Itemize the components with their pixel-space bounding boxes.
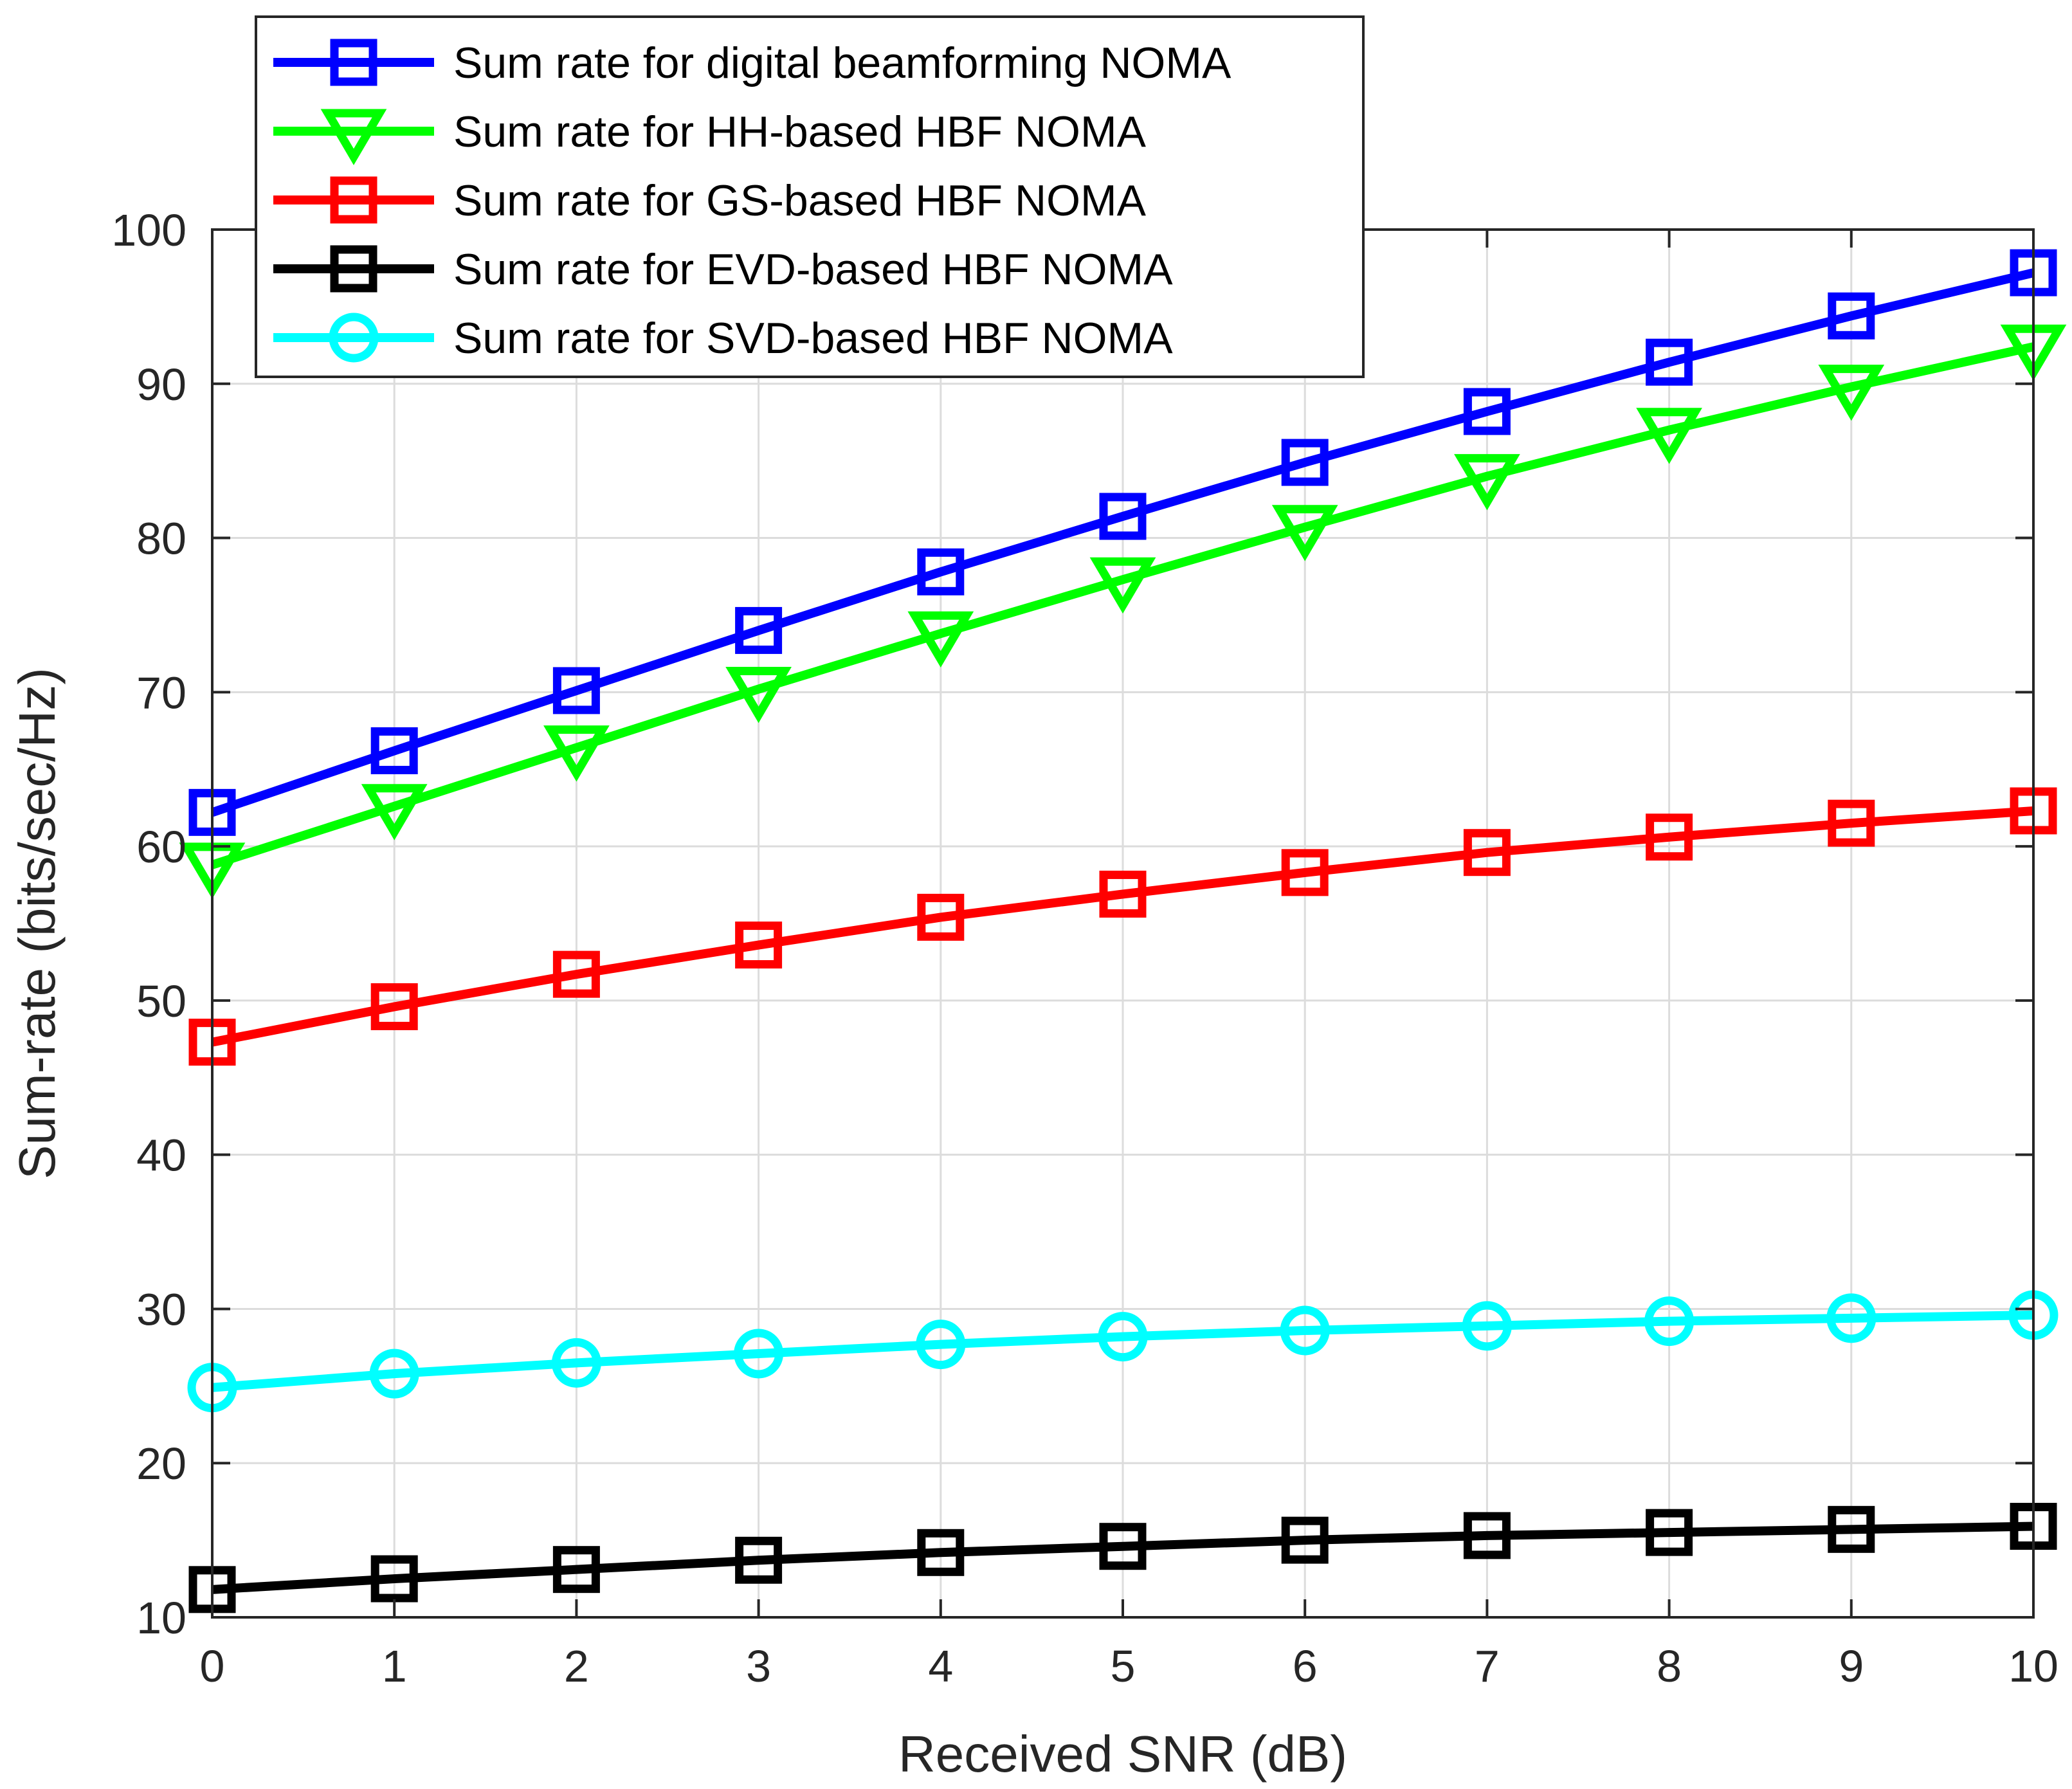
- data-point: [917, 1529, 965, 1576]
- legend-label: Sum rate for GS-based HBF NOMA: [453, 176, 1147, 225]
- legend-label: Sum rate for SVD-based HBF NOMA: [453, 314, 1173, 363]
- x-tick-label: 2: [564, 1641, 589, 1691]
- x-tick-label: 0: [200, 1641, 225, 1691]
- legend-label: Sum rate for HH-based HBF NOMA: [453, 107, 1147, 156]
- x-tick-label: 7: [1475, 1641, 1500, 1691]
- y-tick-label: 80: [136, 514, 186, 564]
- x-tick-label: 8: [1657, 1641, 1682, 1691]
- data-point: [1646, 813, 1693, 861]
- tick-labels: 0 1 2 3 4 5 6 7 8 9 10 10 20 30 40 50 60 70 80 90 100: [111, 205, 2058, 1691]
- data-point: [1280, 1305, 1330, 1356]
- y-tick-label: 90: [136, 359, 186, 410]
- legend: Sum rate for digital beamforming NOMA Sum…: [255, 15, 1365, 378]
- x-tick-label: 5: [1111, 1641, 1136, 1691]
- data-point: [1463, 829, 1511, 876]
- data-point: [1281, 1516, 1329, 1564]
- data-point: [552, 667, 600, 714]
- data-point: [1828, 1505, 1875, 1553]
- legend-entry: Sum rate for EVD-based HBF NOMA: [273, 245, 1173, 294]
- data-point: [1454, 454, 1520, 511]
- series-line: [210, 342, 2035, 869]
- ticks: [211, 228, 2035, 1619]
- data-point: [361, 784, 428, 840]
- y-tick-label: 10: [136, 1593, 186, 1643]
- data-point: [1463, 1512, 1511, 1559]
- legend-entry: Sum rate for SVD-based HBF NOMA: [273, 313, 1173, 363]
- data-point: [370, 983, 418, 1030]
- data-point: [369, 1349, 419, 1399]
- data-point: [1646, 1509, 1693, 1556]
- legend-swatch-marker: [330, 245, 377, 293]
- x-tick-label: 9: [1839, 1641, 1864, 1691]
- data-point: [735, 1536, 783, 1584]
- data-point: [1826, 1293, 1877, 1343]
- data-point: [907, 611, 974, 668]
- legend-swatch-marker: [330, 176, 377, 224]
- data-point: [917, 893, 965, 941]
- legend-entry: Sum rate for HH-based HBF NOMA: [273, 107, 1147, 165]
- series-line: [211, 806, 2034, 1047]
- data-point: [1828, 292, 1875, 340]
- data-point: [1099, 1523, 1147, 1570]
- data-point: [735, 922, 783, 969]
- y-tick-label: 100: [111, 205, 186, 255]
- legend-entry: Sum rate for GS-based HBF NOMA: [273, 176, 1147, 225]
- legend-box: [255, 15, 1365, 378]
- y-axis-title: Sum-rate (bits/sec/Hz): [8, 667, 66, 1179]
- data-point: [1462, 1301, 1512, 1351]
- x-tick-label: 10: [2008, 1641, 2058, 1691]
- data-point: [1828, 799, 1875, 847]
- data-point: [1281, 849, 1329, 896]
- data-point: [1099, 493, 1147, 540]
- y-tick-label: 50: [136, 976, 186, 1026]
- legend-label: Sum rate for digital beamforming NOMA: [453, 39, 1231, 87]
- x-axis-title: Received SNR (dB): [898, 1725, 1347, 1783]
- series-4: [187, 1290, 2058, 1413]
- y-tick-label: 40: [136, 1131, 186, 1181]
- data-point: [1099, 870, 1147, 918]
- data-point: [1636, 408, 1702, 464]
- data-point: [1644, 1296, 1695, 1347]
- data-point: [370, 1555, 418, 1603]
- y-tick-label: 70: [136, 667, 186, 718]
- data-point: [1281, 439, 1329, 486]
- data-point: [916, 1320, 966, 1370]
- series-line: [212, 1311, 2034, 1392]
- data-point: [543, 725, 610, 782]
- y-tick-label: 60: [136, 822, 186, 872]
- data-point: [1646, 338, 1693, 386]
- legend-label: Sum rate for EVD-based HBF NOMA: [453, 245, 1173, 294]
- data-point: [725, 667, 792, 723]
- data-point: [1098, 1312, 1148, 1362]
- legend-entries: Sum rate for digital beamforming NOMA Sum…: [273, 39, 1231, 363]
- data-point: [552, 1546, 600, 1594]
- data-point: [735, 606, 783, 654]
- series-line: [210, 268, 2035, 817]
- legend-swatch-marker: [320, 109, 387, 165]
- data-point: [734, 1329, 784, 1379]
- x-tick-label: 1: [382, 1641, 407, 1691]
- data-point: [552, 950, 600, 998]
- series-layer: [179, 249, 2067, 1613]
- data-point: [551, 1338, 601, 1388]
- legend-entry: Sum rate for digital beamforming NOMA: [273, 39, 1231, 87]
- series-line: [212, 1521, 2034, 1594]
- data-point: [1818, 365, 1885, 421]
- y-tick-label: 20: [136, 1439, 186, 1489]
- series-1: [179, 324, 2067, 899]
- x-tick-label: 3: [746, 1641, 771, 1691]
- data-point: [1463, 388, 1511, 435]
- data-point: [1089, 557, 1156, 614]
- y-tick-label: 30: [136, 1284, 186, 1334]
- x-tick-label: 6: [1293, 1641, 1318, 1691]
- data-point: [1271, 505, 1338, 561]
- legend-swatch-marker: [330, 39, 377, 86]
- data-point: [917, 548, 965, 595]
- x-tick-label: 4: [928, 1641, 953, 1691]
- data-point: [370, 727, 418, 774]
- legend-swatch-marker: [329, 313, 379, 363]
